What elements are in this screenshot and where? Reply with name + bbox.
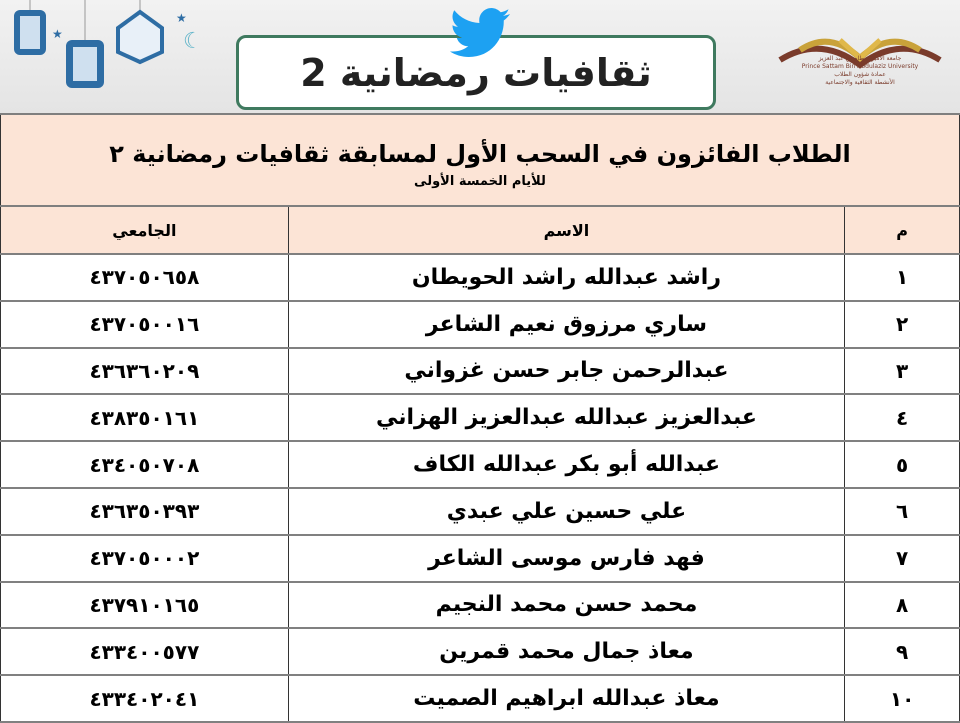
university-logo-text: جامعة الأمير سطام بن عبد العزيز Prince S… [790,55,930,87]
logo-line: الأنشطة الثقافية والاجتماعية [825,79,895,86]
table-subtitle: للأيام الخمسة الأولى [414,173,546,189]
student-id: ٤٣٨٣٥٠١٦١ [0,393,289,443]
row-number: ٤ [844,393,960,443]
banner-title: ثقافيات رمضانية 2 [300,50,652,95]
column-header-name: الاسم [287,205,846,255]
student-id: ٤٣٧٩١٠١٦٥ [0,581,289,630]
table-title-row: الطلاب الفائزون في السحب الأول لمسابقة ث… [0,113,960,207]
student-name: علي حسين علي عبدي [287,487,846,536]
logo-line: Prince Sattam Bin Abdulaziz University [801,63,919,70]
table-header-row: م الاسم الجامعي [0,205,960,255]
table-row: ٢ ساري مرزوق نعيم الشاعر ٤٣٧٠٥٠٠١٦ [0,300,960,349]
row-number: ٧ [844,534,960,583]
lantern-decoration-icon: ☾ ★ ★ [14,0,203,88]
row-number: ٣ [844,347,960,396]
table-row: ٥ عبدالله أبو بكر عبدالله الكاف ٤٣٤٠٥٠٧٠٨ [0,440,960,489]
university-logo [778,38,942,69]
student-id: ٤٣٣٤٠٠٥٧٧ [0,627,289,677]
row-number: ٨ [844,581,960,630]
student-id: ٤٣٦٣٦٠٢٠٩ [0,347,289,396]
table-row: ٨ محمد حسن محمد النجيم ٤٣٧٩١٠١٦٥ [0,581,960,630]
twitter-bird-icon [450,8,510,57]
table-row: ٣ عبدالرحمن جابر حسن غزواني ٤٣٦٣٦٠٢٠٩ [0,347,960,396]
student-name: محمد حسن محمد النجيم [287,581,846,630]
row-number: ٥ [844,440,960,489]
student-id: ٤٣٦٣٥٠٣٩٣ [0,487,289,536]
svg-text:★: ★ [52,27,63,41]
winners-table: الطلاب الفائزون في السحب الأول لمسابقة ث… [0,113,960,723]
svg-text:★: ★ [176,11,187,25]
student-name: معاذ جمال محمد قمرين [287,627,846,677]
column-header-number: م [844,205,960,255]
table-row: ٤ عبدالعزيز عبدالله عبدالعزيز الهزاني ٤٣٨٣… [0,393,960,443]
row-number: ٢ [844,300,960,349]
student-id: ٤٣٧٠٥٠٠٠٢ [0,534,289,583]
student-name: معاذ عبدالله ابراهيم الصميت [287,674,846,723]
table-row: ٧ فهد فارس موسى الشاعر ٤٣٧٠٥٠٠٠٢ [0,534,960,583]
svg-text:☾: ☾ [183,29,203,54]
logo-line: عمادة شؤون الطلاب [834,71,886,78]
table-row: ٩ معاذ جمال محمد قمرين ٤٣٣٤٠٠٥٧٧ [0,627,960,677]
student-id: ٤٣٣٤٠٢٠٤١ [0,674,289,723]
row-number: ١ [844,253,960,302]
student-name: راشد عبدالله راشد الحويطان [287,253,846,302]
row-number: ١٠ [844,674,960,723]
student-name: عبدالرحمن جابر حسن غزواني [287,347,846,396]
table-row: ٦ علي حسين علي عبدي ٤٣٦٣٥٠٣٩٣ [0,487,960,536]
table-title: الطلاب الفائزون في السحب الأول لمسابقة ث… [109,139,851,168]
student-name: عبدالعزيز عبدالله عبدالعزيز الهزاني [287,393,846,443]
student-name: عبدالله أبو بكر عبدالله الكاف [287,440,846,489]
logo-line: جامعة الأمير سطام بن عبد العزيز [818,55,902,62]
student-id: ٤٣٤٠٥٠٧٠٨ [0,440,289,489]
contest-banner: ثقافيات رمضانية 2 [236,35,716,110]
student-id: ٤٣٧٠٥٠٠١٦ [0,300,289,349]
student-id: ٤٣٧٠٥٠٦٥٨ [0,253,289,302]
table-row: ١٠ معاذ عبدالله ابراهيم الصميت ٤٣٣٤٠٢٠٤١ [0,674,960,723]
student-name: فهد فارس موسى الشاعر [287,534,846,583]
header-banner-area: ☾ ★ ★ ثقافيات رمضانية 2 جامعة الأمير سطا… [0,0,960,113]
row-number: ٩ [844,627,960,677]
table-row: ١ راشد عبدالله راشد الحويطان ٤٣٧٠٥٠٦٥٨ [0,253,960,302]
table-title-cell: الطلاب الفائزون في السحب الأول لمسابقة ث… [0,113,960,207]
column-header-id: الجامعي [0,205,289,255]
row-number: ٦ [844,487,960,536]
student-name: ساري مرزوق نعيم الشاعر [287,300,846,349]
